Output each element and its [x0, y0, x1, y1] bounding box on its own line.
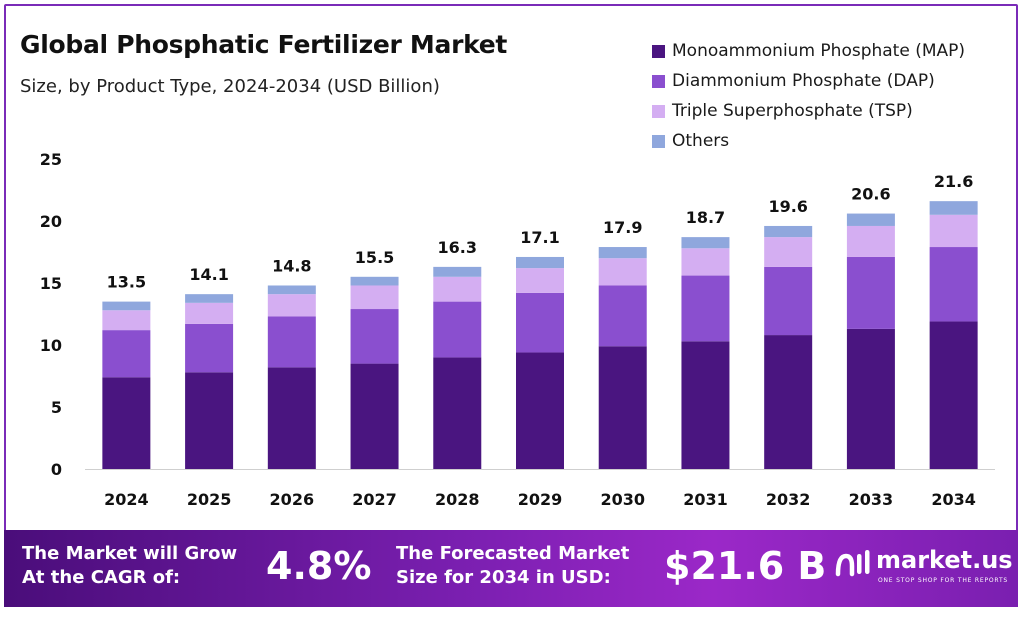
bar-segment-diammonium-phosphate-dap: [102, 330, 151, 378]
bar-segment-monoammonium-phosphate-map: [681, 341, 730, 469]
brand-tagline: ONE STOP SHOP FOR THE REPORTS: [878, 577, 1009, 584]
x-tick-label: 2032: [766, 490, 811, 509]
bar-segment-monoammonium-phosphate-map: [102, 377, 151, 469]
y-tick-label: 15: [40, 274, 62, 293]
bar-segment-triple-superphosphate-tsp: [846, 225, 895, 257]
bar-segment-monoammonium-phosphate-map: [185, 372, 234, 469]
legend-label-map: Monoammonium Phosphate (MAP): [672, 41, 966, 61]
bar-segment-triple-superphosphate-tsp: [433, 276, 482, 302]
bar-segment-diammonium-phosphate-dap: [598, 285, 647, 347]
bar-segment-triple-superphosphate-tsp: [350, 285, 399, 310]
x-tick-label: 2030: [600, 490, 645, 509]
x-tick-label: 2031: [683, 490, 728, 509]
forecast-value: $21.6 B: [664, 544, 827, 588]
y-tick-label: 10: [40, 336, 62, 355]
bar-segment-others: [846, 213, 895, 226]
x-tick-label: 2034: [931, 490, 976, 509]
bar-segment-others: [681, 237, 730, 249]
brand-logo-icon: [835, 550, 870, 577]
bar-segment-diammonium-phosphate-dap: [267, 316, 316, 368]
bar-segment-diammonium-phosphate-dap: [929, 247, 978, 322]
footer-banner: The Market will Grow At the CAGR of: 4.8…: [4, 530, 1018, 607]
legend-item-map: Monoammonium Phosphate (MAP): [652, 36, 965, 66]
bar-segment-monoammonium-phosphate-map: [433, 357, 482, 469]
bar-total-label: 19.6: [768, 197, 807, 216]
bar-segment-triple-superphosphate-tsp: [185, 302, 234, 324]
bar-segment-triple-superphosphate-tsp: [516, 268, 564, 293]
bar-segment-diammonium-phosphate-dap: [185, 323, 234, 373]
bar-total-label: 18.7: [686, 208, 725, 227]
y-tick-label: 0: [51, 460, 62, 479]
bar-segment-diammonium-phosphate-dap: [350, 309, 399, 364]
bar-total-label: 14.1: [189, 265, 228, 284]
cagr-value: 4.8%: [266, 544, 372, 588]
bar-segment-diammonium-phosphate-dap: [433, 301, 482, 358]
legend: Monoammonium Phosphate (MAP) Diammonium …: [652, 36, 965, 156]
x-tick-label: 2027: [352, 490, 397, 509]
bar-segment-others: [929, 201, 978, 215]
stacked-bar-chart: 25 20 15 10 5 0 13.5 2024 14.1 2025 14.8 2026 15.5 20…: [40, 150, 995, 509]
bar-segment-diammonium-phosphate-dap: [516, 292, 564, 353]
chart-title: Global Phosphatic Fertilizer Market: [20, 30, 508, 59]
cagr-text: The Market will Grow At the CAGR of:: [22, 543, 238, 588]
bar-total-label: 15.5: [355, 248, 394, 267]
bar-total-label: 16.3: [438, 238, 477, 257]
legend-label-tsp: Triple Superphosphate (TSP): [672, 101, 913, 121]
bar-total-label: 21.6: [934, 172, 973, 191]
y-tick-label: 25: [40, 150, 62, 169]
bar-segment-others: [764, 225, 813, 238]
bar-segment-monoammonium-phosphate-map: [929, 321, 978, 469]
bar-segment-others: [102, 301, 151, 311]
legend-swatch-dap: [652, 74, 665, 88]
bar-segment-others: [598, 247, 647, 259]
y-tick-label: 5: [51, 398, 62, 417]
bar-segment-monoammonium-phosphate-map: [598, 346, 647, 469]
legend-swatch-tsp: [652, 104, 665, 118]
legend-swatch-others: [652, 134, 665, 148]
bar-segment-monoammonium-phosphate-map: [516, 352, 564, 469]
x-tick-label: 2029: [518, 490, 563, 509]
bar-segment-monoammonium-phosphate-map: [846, 328, 895, 469]
legend-label-others: Others: [672, 131, 730, 151]
bar-segment-triple-superphosphate-tsp: [681, 248, 730, 276]
bar-segment-others: [516, 256, 564, 269]
legend-item-dap: Diammonium Phosphate (DAP): [652, 66, 965, 96]
y-tick-label: 20: [40, 212, 62, 231]
bar-total-label: 17.1: [520, 228, 559, 247]
bar-segment-others: [433, 266, 482, 277]
bar-segment-others: [267, 285, 316, 295]
bar-total-label: 20.6: [851, 185, 890, 204]
chart-subtitle: Size, by Product Type, 2024-2034 (USD Bi…: [20, 76, 440, 97]
x-tick-label: 2028: [435, 490, 480, 509]
brand-name: market.us: [876, 546, 1013, 574]
legend-swatch-map: [652, 44, 665, 58]
forecast-text: The Forecasted Market Size for 2034 in U…: [396, 543, 630, 588]
brand-logo: market.us ONE STOP SHOP FOR THE REPORTS: [832, 544, 1018, 594]
bar-segment-monoammonium-phosphate-map: [350, 363, 399, 469]
bar-segment-others: [350, 276, 399, 286]
bar-segment-others: [185, 294, 234, 303]
bar-segment-triple-superphosphate-tsp: [267, 294, 316, 317]
bar-total-label: 17.9: [603, 218, 642, 237]
bar-total-label: 14.8: [272, 256, 311, 275]
bar-segment-triple-superphosphate-tsp: [598, 258, 647, 286]
x-tick-label: 2024: [104, 490, 149, 509]
bar-segment-monoammonium-phosphate-map: [764, 335, 813, 469]
x-tick-label: 2026: [270, 490, 315, 509]
bar-segment-diammonium-phosphate-dap: [681, 275, 730, 342]
bar-segment-triple-superphosphate-tsp: [764, 237, 813, 267]
bar-segment-triple-superphosphate-tsp: [929, 214, 978, 248]
bar-total-label: 13.5: [107, 273, 146, 292]
x-tick-label: 2033: [849, 490, 894, 509]
bar-segment-diammonium-phosphate-dap: [846, 256, 895, 329]
bar-segment-diammonium-phosphate-dap: [764, 266, 813, 336]
legend-label-dap: Diammonium Phosphate (DAP): [672, 71, 935, 91]
x-tick-label: 2025: [187, 490, 232, 509]
bar-segment-triple-superphosphate-tsp: [102, 310, 151, 331]
legend-item-tsp: Triple Superphosphate (TSP): [652, 96, 965, 126]
legend-item-others: Others: [652, 126, 965, 156]
bar-segment-monoammonium-phosphate-map: [267, 367, 316, 469]
